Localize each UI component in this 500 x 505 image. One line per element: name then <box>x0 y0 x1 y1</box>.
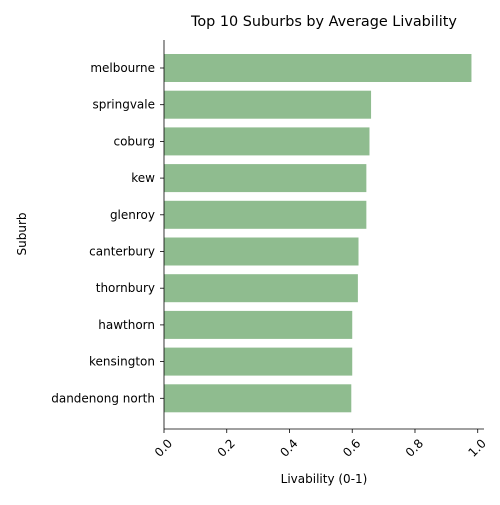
y-tick-label: coburg <box>113 134 155 148</box>
bars-layer <box>164 54 471 412</box>
y-tick-label: kensington <box>89 355 155 369</box>
x-tick-label: 0.0 <box>152 436 175 459</box>
x-tick-label: 0.4 <box>277 436 300 459</box>
bar-canterbury <box>164 238 359 266</box>
x-ticks: 0.0 0.2 0.4 0.6 0.8 1.0 <box>152 429 489 460</box>
bar-kew <box>164 164 366 192</box>
y-tick-label: springvale <box>92 98 155 112</box>
bar-dandenong-north <box>164 384 351 412</box>
y-tick-label: dandenong north <box>51 391 155 405</box>
y-axis-label: Suburb <box>15 213 29 256</box>
y-tick-label: hawthorn <box>98 318 155 332</box>
x-axis-label: Livability (0-1) <box>281 472 368 486</box>
bar-glenroy <box>164 201 366 229</box>
bar-hawthorn <box>164 311 352 339</box>
bar-springvale <box>164 91 371 119</box>
x-tick-label: 0.8 <box>403 436 426 459</box>
y-tick-label: kew <box>131 171 155 185</box>
chart-title: Top 10 Suburbs by Average Livability <box>190 14 457 30</box>
y-tick-label: canterbury <box>89 245 155 259</box>
bar-kensington <box>164 348 352 376</box>
x-tick-label: 0.2 <box>215 436 238 459</box>
bar-melbourne <box>164 54 471 82</box>
bar-coburg <box>164 127 369 155</box>
y-tick-label: thornbury <box>96 281 155 295</box>
y-ticks: melbourne springvale coburg kew glenroy cante… <box>51 61 164 405</box>
x-tick-label: 0.6 <box>340 436 363 459</box>
bar-thornbury <box>164 274 358 302</box>
x-tick-label: 1.0 <box>466 436 489 459</box>
y-tick-label: melbourne <box>90 61 155 75</box>
y-tick-label: glenroy <box>110 208 155 222</box>
